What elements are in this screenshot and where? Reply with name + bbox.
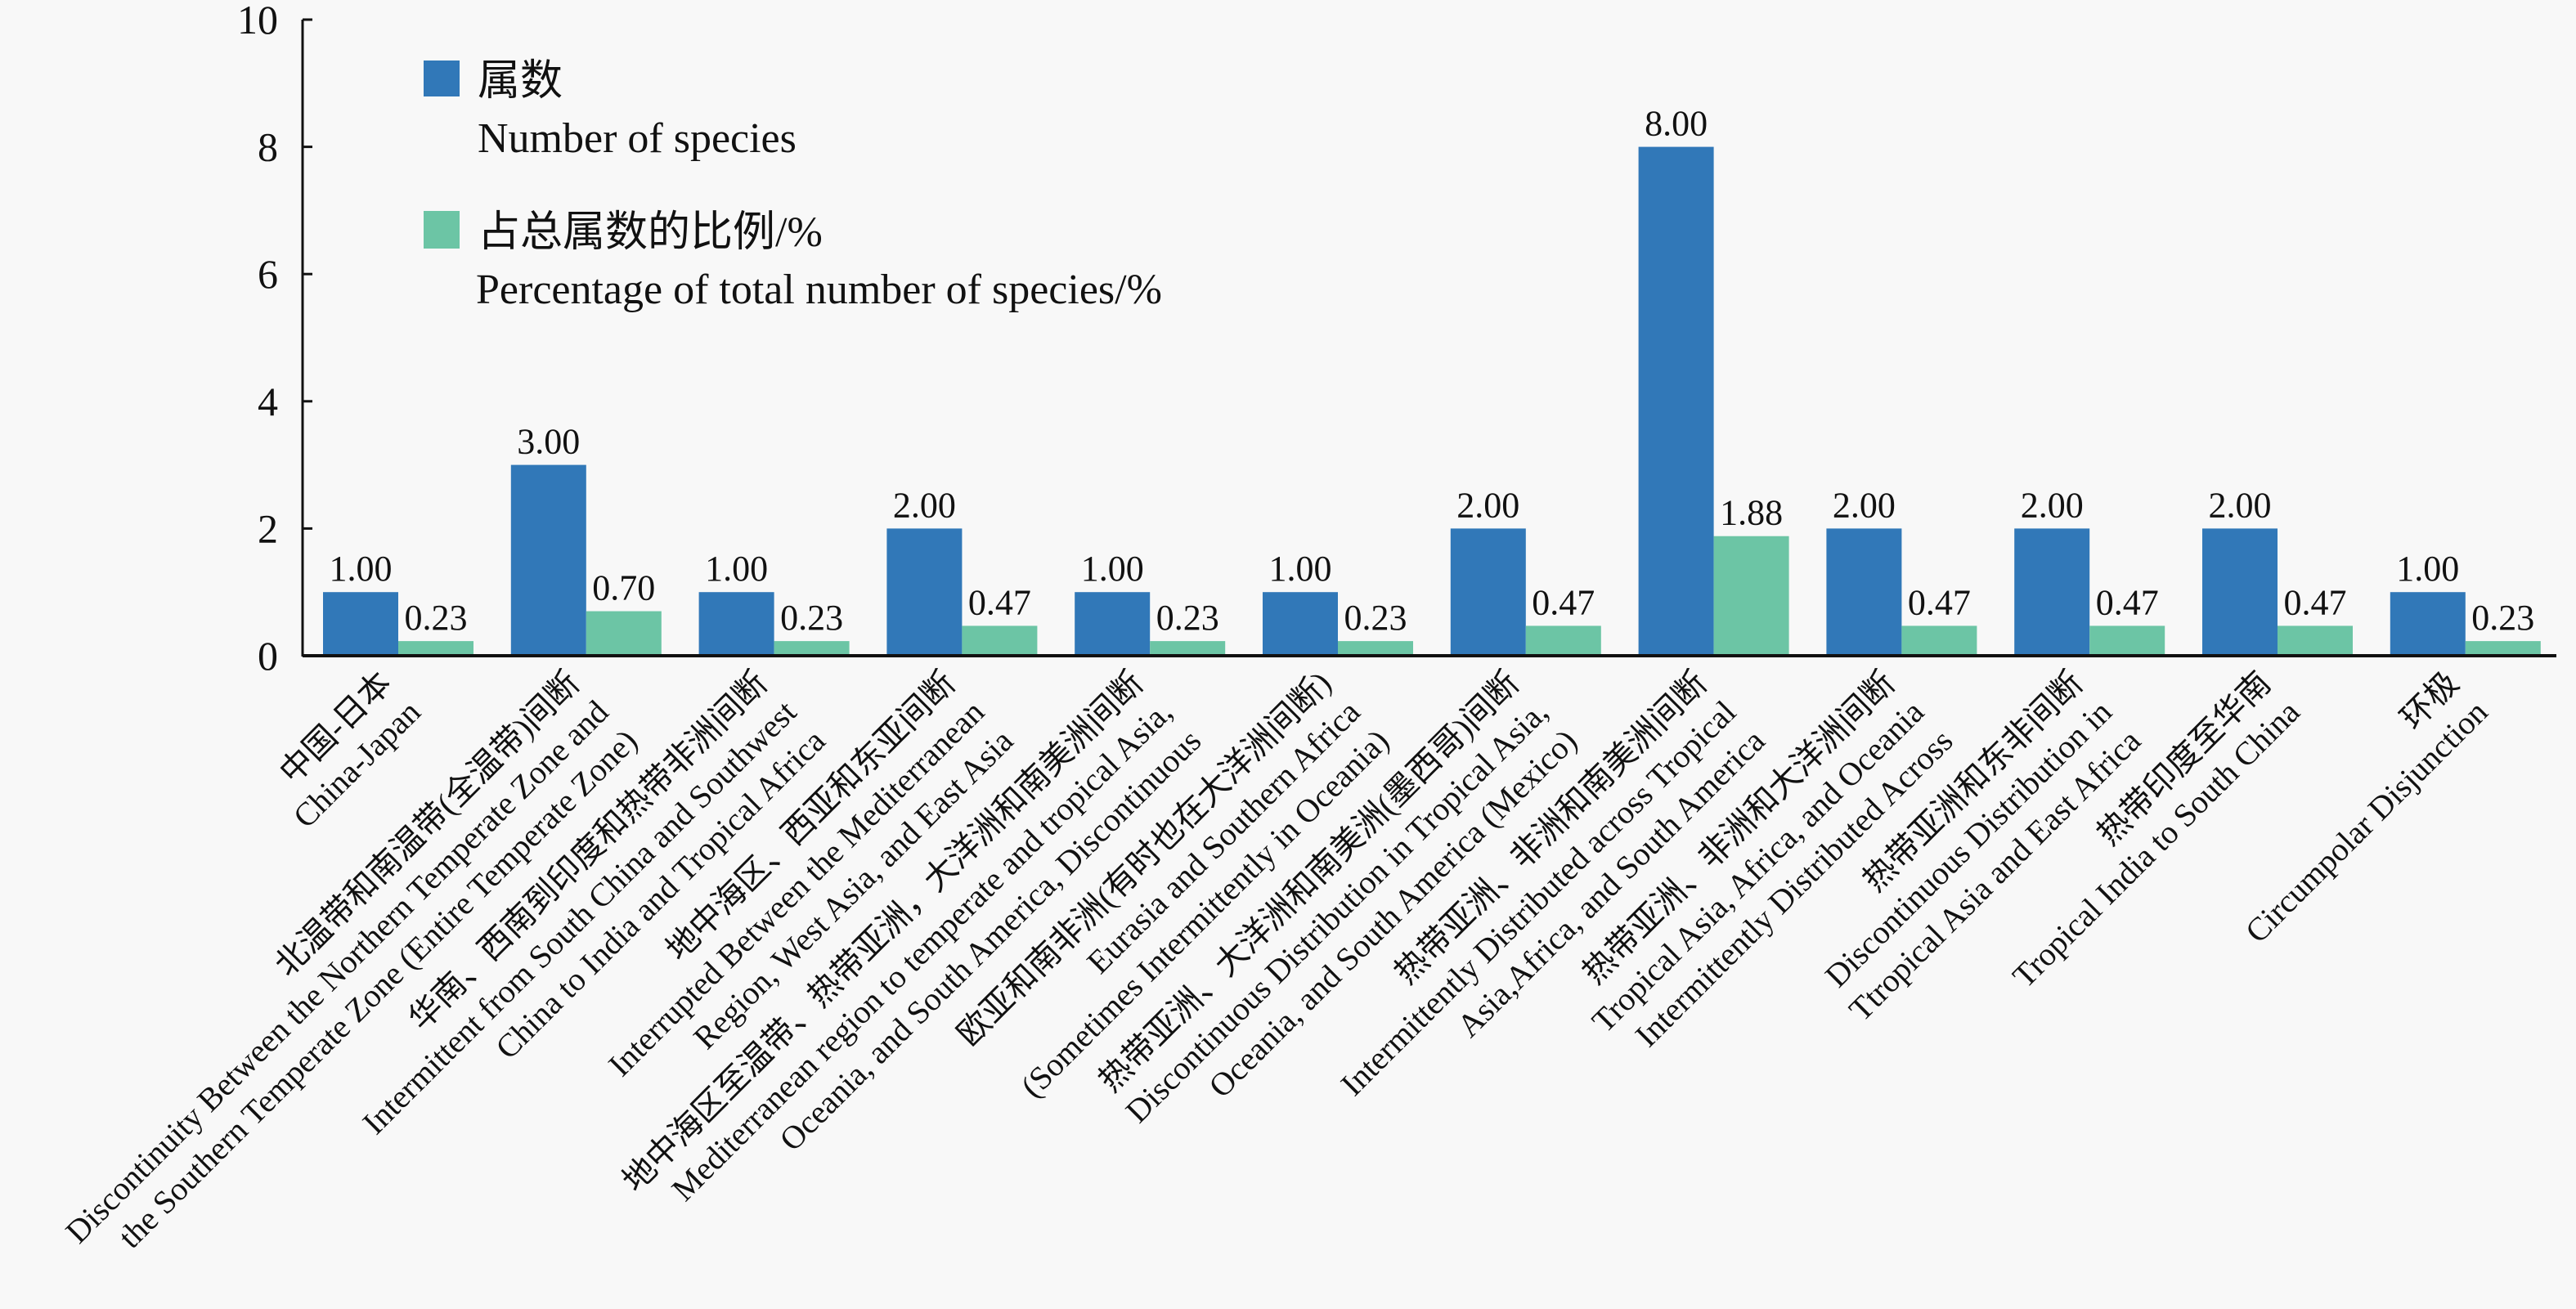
bar-number-of-species[interactable] [323,592,398,656]
bar-value-label: 0.23 [405,598,468,638]
bar-value-label: 0.23 [1344,598,1407,638]
bar-value-label: 0.23 [1156,598,1219,638]
bar-value-label: 0.47 [968,582,1031,622]
category-labels: 中国-日本China-Japan北温带和南温带(全温带)间断Discontinu… [58,665,2494,1256]
bar-percentage[interactable] [2278,625,2353,656]
bar-percentage[interactable] [962,625,1038,656]
bar-value-label: 8.00 [1645,104,1708,144]
y-tick-label: 2 [258,505,278,551]
bar-value-label: 1.00 [1081,549,1144,589]
bar-value-label: 1.00 [705,549,768,589]
bar-number-of-species[interactable] [1075,592,1151,656]
bar-number-of-species[interactable] [510,464,586,656]
legend-item-percentage[interactable]: 占总属数的比例/% Percentage of total number of … [424,209,1162,313]
bar-value-label: 0.23 [2471,598,2534,638]
bar-percentage[interactable] [1713,536,1789,656]
legend-label-en: Percentage of total number of species/% [476,267,1162,313]
bar-value-label: 0.47 [2096,582,2159,622]
bar-value-label: 2.00 [2209,485,2272,525]
legend-label-en: Number of species [478,115,797,162]
bar-percentage[interactable] [774,641,850,656]
bar-number-of-species[interactable] [2014,528,2090,656]
bar-percentage[interactable] [1525,625,1601,656]
bar-number-of-species[interactable] [1263,592,1338,656]
bar-percentage[interactable] [1338,641,1413,656]
bar-value-label: 3.00 [517,422,580,462]
y-tick-label: 4 [258,379,278,424]
bar-number-of-species[interactable] [1638,146,1714,657]
bar-value-label: 1.00 [2396,549,2459,589]
legend-item-number-of-species[interactable]: 属数 Number of species [424,58,797,162]
bar-value-label: 1.00 [1269,549,1332,589]
bar-percentage[interactable] [2089,625,2165,656]
bar-percentage[interactable] [2465,641,2541,656]
bar-number-of-species[interactable] [1450,528,1526,656]
bar-percentage[interactable] [1150,641,1226,656]
y-tick-label: 0 [258,633,278,679]
legend-label-zh: 属数 [478,58,563,105]
y-tick-label: 6 [258,251,278,297]
bar-value-label: 2.00 [1833,485,1896,525]
y-tick-label: 10 [237,0,278,43]
bar-percentage[interactable] [1901,625,1977,656]
bar-value-label: 0.23 [780,598,843,638]
y-tick-label: 8 [258,124,278,170]
bar-value-label: 1.88 [1720,493,1783,533]
bar-value-label: 2.00 [1456,485,1519,525]
bar-number-of-species[interactable] [2202,528,2278,656]
bar-value-label: 2.00 [893,485,956,525]
bar-number-of-species[interactable] [886,528,963,656]
bar-value-label: 0.70 [592,568,655,608]
bar-percentage[interactable] [586,611,662,656]
bar-number-of-species[interactable] [1826,528,1902,656]
legend-swatch-green [424,211,460,249]
bar-number-of-species[interactable] [698,592,774,656]
bar-number-of-species[interactable] [2390,592,2466,656]
legend: 属数 Number of species 占总属数的比例/% Percentag… [424,58,1162,313]
bar-percentage[interactable] [398,641,473,656]
y-axis: 0 2 4 6 8 10 [237,0,312,679]
bar-value-label: 2.00 [2021,485,2084,525]
bar-value-label: 0.47 [1532,582,1595,622]
bar-value-label: 0.47 [1908,582,1971,622]
bars [323,146,2541,657]
legend-label-zh: 占总属数的比例/% [478,209,823,256]
bar-value-label: 0.47 [2284,582,2347,622]
legend-swatch-blue [424,61,460,96]
bar-value-label: 1.00 [330,549,393,589]
bar-value-labels: 1.00 3.00 1.00 2.00 1.00 1.00 2.00 8.00 2.00 2.00… [330,104,2535,639]
